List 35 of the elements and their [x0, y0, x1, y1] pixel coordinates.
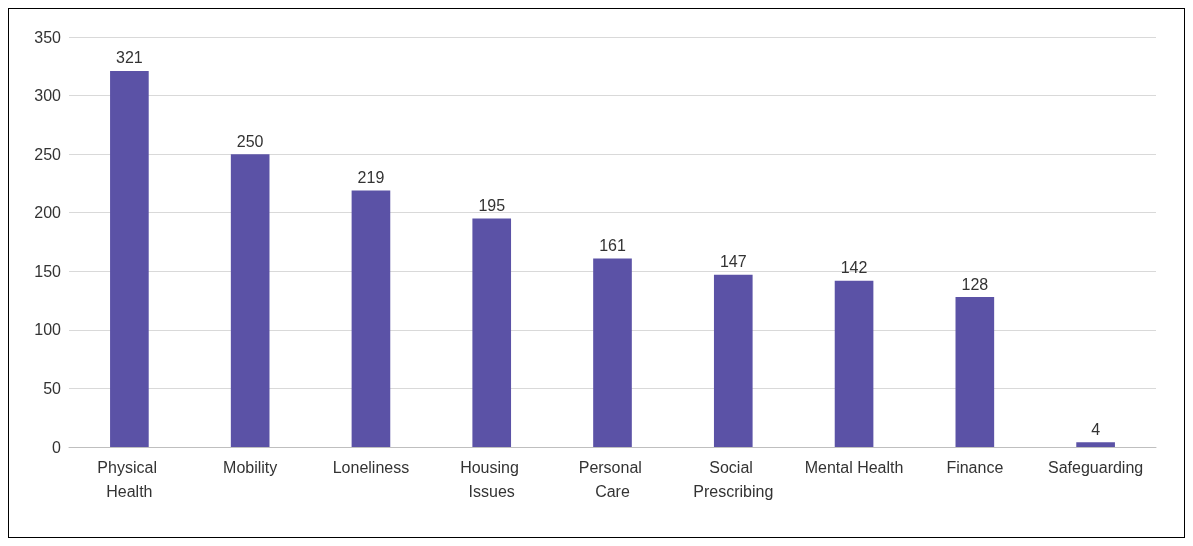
data-label: 195 [478, 197, 506, 215]
bar [230, 154, 270, 447]
x-tick-label: Mental Health [804, 458, 904, 476]
bar [351, 190, 391, 447]
x-tick-label: Social Prescribing [693, 458, 774, 500]
bar [713, 274, 753, 447]
data-label: 219 [357, 168, 385, 186]
bar [472, 218, 512, 447]
bar [110, 70, 149, 447]
x-tick-label: Personal Care [578, 458, 647, 500]
bar [955, 297, 995, 447]
bar [834, 280, 874, 447]
x-tick-label: Loneliness [332, 458, 410, 476]
y-tick-label: 300 [34, 87, 62, 105]
data-label: 4 [1091, 420, 1101, 438]
x-tick-label: Physical Health [97, 458, 162, 500]
data-label: 161 [599, 236, 626, 254]
y-tick-label: 350 [34, 28, 62, 46]
y-tick-label: 150 [34, 262, 62, 280]
data-label: 142 [840, 259, 868, 277]
data-label: 147 [719, 253, 747, 271]
x-tick-label: Mobility [223, 458, 278, 476]
y-tick-label: 250 [34, 145, 62, 163]
data-label: 128 [961, 275, 989, 293]
data-label: 250 [236, 132, 264, 150]
y-tick-label: 0 [52, 438, 62, 456]
bar [1076, 442, 1115, 447]
y-tick-label: 50 [43, 379, 62, 397]
x-tick-label: Housing Issues [460, 458, 524, 500]
x-tick-label: Finance [946, 458, 1004, 476]
x-tick-label: Safeguarding [1048, 458, 1144, 476]
y-tick-label: 100 [34, 321, 62, 339]
bar [593, 258, 632, 447]
y-tick-label: 200 [34, 204, 62, 222]
data-label: 321 [116, 49, 143, 67]
